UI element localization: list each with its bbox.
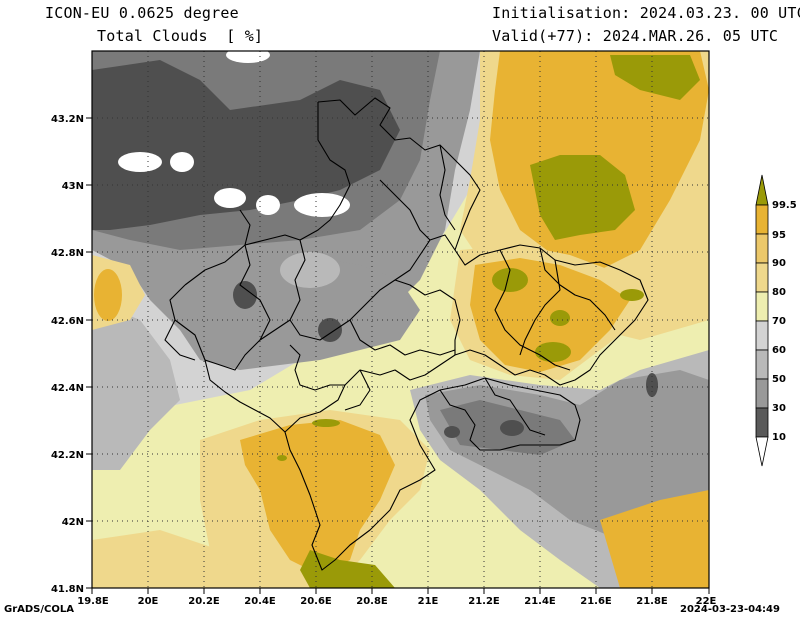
model-title: ICON-EU 0.0625 degree xyxy=(45,4,239,22)
lon-label: 20.4E xyxy=(244,596,276,607)
lat-labels: 43.2N 43N 42.8N 42.6N 42.4N 42.2N 42N 41… xyxy=(51,114,84,595)
cloud-fill-gt99-s xyxy=(312,419,340,427)
regional-border xyxy=(164,319,196,361)
legend-label: 95 xyxy=(772,230,786,241)
legend-swatch-70-80 xyxy=(755,291,769,322)
lat-label: 42.8N xyxy=(51,248,84,259)
cloud-dark-spot xyxy=(444,426,460,438)
cloud-dark-spot xyxy=(233,281,257,309)
legend-swatch-10-30 xyxy=(755,407,769,438)
legend-label: 60 xyxy=(772,345,786,356)
legend-label: 90 xyxy=(772,258,786,269)
cloud-fill-gt99-ce xyxy=(535,342,571,362)
cloud-dark-spot xyxy=(318,318,342,342)
valid-time: Valid(+77): 2024.MAR.26. 05 UTC xyxy=(492,27,779,45)
legend-label: 30 xyxy=(772,403,786,414)
cloud-fill-10-30 xyxy=(92,60,400,230)
national-border xyxy=(184,102,351,286)
lat-label: 43N xyxy=(62,181,84,192)
regional-border xyxy=(394,279,461,355)
lat-label: 42.2N xyxy=(51,450,84,461)
national-border xyxy=(284,97,649,571)
cloud-hole xyxy=(118,152,162,172)
footer-left: GrADS/COLA xyxy=(4,604,74,615)
cloud-fill-gt99-ne xyxy=(530,155,635,240)
regional-border xyxy=(344,369,371,411)
lat-label: 42.6N xyxy=(51,316,84,327)
lon-label: 20E xyxy=(138,596,159,607)
lon-label: 21.6E xyxy=(580,596,612,607)
legend-swatch-90-95 xyxy=(755,233,769,264)
init-time: Initialisation: 2024.03.23. 00 UTC xyxy=(492,4,800,22)
cloud-fill-50-60-center xyxy=(160,250,420,370)
legend-labels: 99.5 95 90 80 70 60 50 30 10 xyxy=(772,200,797,443)
cloud-fill-gt99-ce xyxy=(620,289,644,301)
regional-border xyxy=(439,389,560,451)
cloud-dark-spot xyxy=(646,373,658,397)
cloud-fill-gt99-ce xyxy=(550,310,570,326)
legend-swatch-60-70 xyxy=(755,320,769,351)
legend-label: 80 xyxy=(772,287,786,298)
cloud-hole xyxy=(226,51,270,63)
lon-label: 20.6E xyxy=(300,596,332,607)
regional-border xyxy=(439,144,456,231)
lon-labels: 19.8E 20E 20.2E 20.4E 20.6E 20.8E 21E 21… xyxy=(77,596,716,607)
lat-label: 41.8N xyxy=(51,584,84,595)
cloud-fill-90-95-ssw xyxy=(92,530,240,588)
cloud-field xyxy=(92,51,709,588)
cloud-fill-60-70-sw xyxy=(92,300,180,470)
lon-label: 20.8E xyxy=(356,596,388,607)
legend-swatch-gt99 xyxy=(755,174,769,206)
regional-border xyxy=(239,209,251,246)
cloud-hole xyxy=(256,195,280,215)
regional-border xyxy=(484,377,546,436)
lat-label: 42.4N xyxy=(51,383,84,394)
cloud-hole xyxy=(170,152,194,172)
regional-border xyxy=(204,244,271,371)
regional-border xyxy=(349,319,456,356)
legend-swatch-lt10 xyxy=(755,436,769,467)
lon-label: 21.4E xyxy=(524,596,556,607)
cloud-fill-gt99-ne2 xyxy=(610,55,700,100)
legend-label: 99.5 xyxy=(772,200,797,211)
legend-colorbar xyxy=(755,174,769,467)
regional-border xyxy=(494,249,571,371)
legend-swatch-50-60 xyxy=(755,349,769,380)
variable-title: Total Clouds [ %] xyxy=(97,27,264,45)
legend-swatch-30-50 xyxy=(755,378,769,409)
cloud-dark-spot xyxy=(500,420,524,436)
cloud-fill-gt99-ce xyxy=(492,268,528,292)
cloud-fill-gt99-s xyxy=(277,455,287,461)
cloud-hole xyxy=(294,193,350,217)
lat-label: 43.2N xyxy=(51,114,84,125)
regional-border xyxy=(289,344,345,391)
regional-border xyxy=(379,179,431,241)
national-border xyxy=(169,284,286,433)
regional-border xyxy=(259,319,291,341)
cloud-hole xyxy=(214,188,246,208)
legend-label: 10 xyxy=(772,432,786,443)
lon-label: 21E xyxy=(418,596,439,607)
lon-label: 19.8E xyxy=(77,596,109,607)
lon-label: 22E xyxy=(696,596,717,607)
legend-label: 70 xyxy=(772,316,786,327)
regional-border xyxy=(539,247,616,331)
lon-label: 21.8E xyxy=(636,596,668,607)
lon-label: 20.2E xyxy=(188,596,220,607)
cloud-light-patch xyxy=(280,252,340,288)
cloud-fill-gt99-s2 xyxy=(300,550,395,588)
legend-label: 50 xyxy=(772,374,786,385)
axis-ticks xyxy=(86,117,710,594)
cloud-fill-95-99-sse xyxy=(600,490,709,588)
lat-label: 42N xyxy=(62,517,84,528)
legend-swatch-80-90 xyxy=(755,262,769,293)
legend-swatch-95-99 xyxy=(755,204,769,235)
lon-label: 21.2E xyxy=(468,596,500,607)
borders xyxy=(164,97,649,571)
cloud-fill-95-99-sw xyxy=(94,269,122,321)
regional-border xyxy=(519,259,561,356)
footer-right: 2024-03-23-04:49 xyxy=(680,604,780,615)
